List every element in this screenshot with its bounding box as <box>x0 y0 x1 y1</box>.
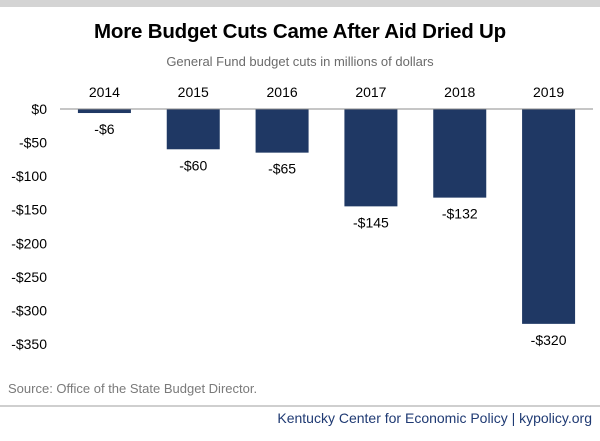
chart-title: More Budget Cuts Came After Aid Dried Up <box>94 20 506 43</box>
data-label: -$6 <box>94 121 114 137</box>
x-tick-label: 2016 <box>267 84 298 100</box>
x-tick-label: 2019 <box>533 84 564 100</box>
data-label: -$60 <box>179 157 207 173</box>
footer-credit: Kentucky Center for Economic Policy | ky… <box>277 410 592 426</box>
data-label: -$145 <box>353 214 389 230</box>
x-tick-label: 2014 <box>89 84 120 100</box>
y-tick-label: $0 <box>31 101 47 117</box>
bar-chart: $0 -$50 -$100 -$150 -$200 -$250 -$300 -$350 2014… <box>11 84 593 352</box>
top-band <box>0 0 600 7</box>
x-tick-label: 2015 <box>178 84 209 100</box>
y-tick-label: -$300 <box>11 302 47 318</box>
x-tick-label: 2017 <box>355 84 386 100</box>
y-tick-label: -$50 <box>19 135 47 151</box>
data-label: -$320 <box>531 332 567 348</box>
chart-subtitle: General Fund budget cuts in millions of … <box>166 54 434 69</box>
y-tick-label: -$350 <box>11 336 47 352</box>
bar <box>166 109 220 150</box>
y-tick-label: -$250 <box>11 269 47 285</box>
y-tick-label: -$100 <box>11 168 47 184</box>
x-tick-label: 2018 <box>444 84 475 100</box>
bar <box>344 109 398 207</box>
bar <box>255 109 309 153</box>
bar <box>522 109 576 324</box>
data-label: -$65 <box>268 161 296 177</box>
bar <box>77 109 131 114</box>
y-tick-label: -$150 <box>11 202 47 218</box>
bar <box>433 109 487 198</box>
source-note: Source: Office of the State Budget Direc… <box>8 381 258 396</box>
y-tick-label: -$200 <box>11 235 47 251</box>
data-label: -$132 <box>442 206 478 222</box>
footer-divider <box>0 405 600 407</box>
